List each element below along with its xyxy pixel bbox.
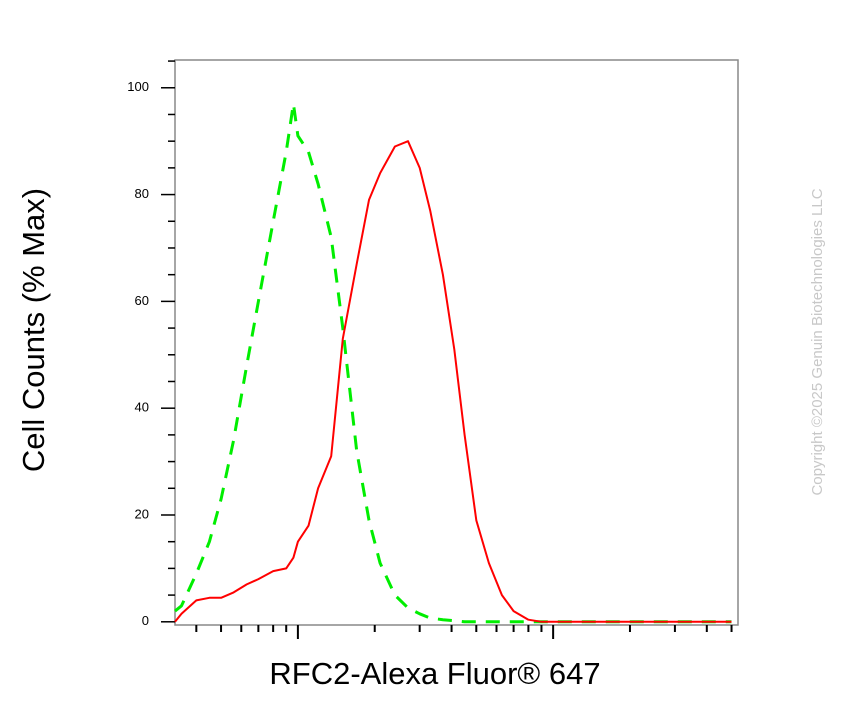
series-line — [174, 140, 732, 623]
y-tick-label: 80 — [135, 186, 149, 201]
y-tick-label: 60 — [135, 293, 149, 308]
plot-frame — [174, 59, 739, 626]
y-tick-label: 40 — [135, 400, 149, 415]
watermark: Copyright ©2025 Genuin Biotechnologies L… — [809, 188, 826, 495]
y-tick-label: 100 — [127, 79, 149, 94]
series-line — [174, 102, 732, 624]
y-tick-label: 20 — [135, 506, 149, 521]
y-tick-label: 0 — [142, 613, 149, 628]
y-axis-label: Cell Counts (% Max) — [16, 188, 51, 472]
x-axis-label: RFC2-Alexa Fluor® 647 — [269, 656, 600, 691]
